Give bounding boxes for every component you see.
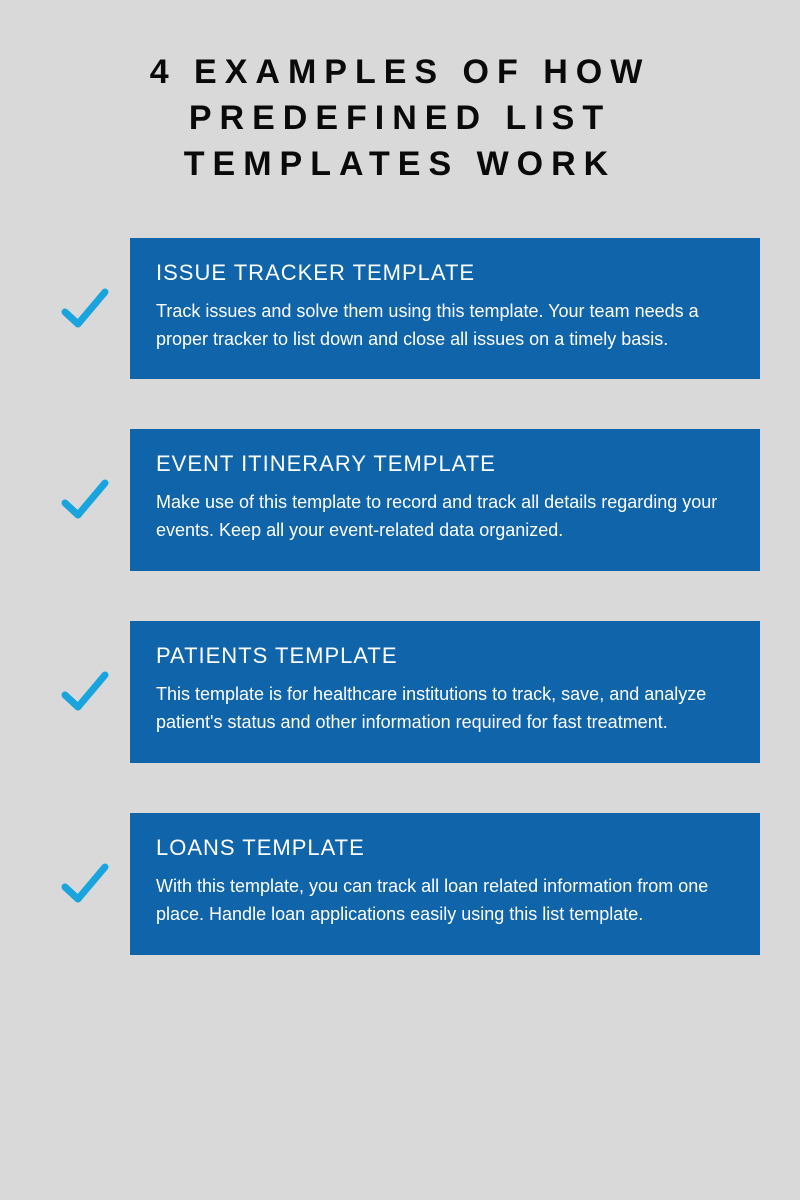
check-icon	[60, 284, 110, 334]
card-title: EVENT ITINERARY TEMPLATE	[156, 451, 734, 477]
check-icon	[60, 475, 110, 525]
card-description: Track issues and solve them using this t…	[156, 298, 734, 354]
card-title: ISSUE TRACKER TEMPLATE	[156, 260, 734, 286]
card-title: PATIENTS TEMPLATE	[156, 643, 734, 669]
infographic-container: 4 EXAMPLES OF HOW PREDEFINED LIST TEMPLA…	[0, 0, 800, 995]
check-icon	[60, 859, 110, 909]
card-description: This template is for healthcare institut…	[156, 681, 734, 737]
list-item: ISSUE TRACKER TEMPLATE Track issues and …	[60, 238, 760, 380]
list-item: EVENT ITINERARY TEMPLATE Make use of thi…	[60, 429, 760, 571]
page-title: 4 EXAMPLES OF HOW PREDEFINED LIST TEMPLA…	[40, 50, 760, 188]
items-list: ISSUE TRACKER TEMPLATE Track issues and …	[40, 238, 760, 955]
card-description: With this template, you can track all lo…	[156, 873, 734, 929]
card-description: Make use of this template to record and …	[156, 489, 734, 545]
template-card: ISSUE TRACKER TEMPLATE Track issues and …	[130, 238, 760, 380]
card-title: LOANS TEMPLATE	[156, 835, 734, 861]
list-item: PATIENTS TEMPLATE This template is for h…	[60, 621, 760, 763]
list-item: LOANS TEMPLATE With this template, you c…	[60, 813, 760, 955]
template-card: PATIENTS TEMPLATE This template is for h…	[130, 621, 760, 763]
check-icon	[60, 667, 110, 717]
template-card: EVENT ITINERARY TEMPLATE Make use of thi…	[130, 429, 760, 571]
template-card: LOANS TEMPLATE With this template, you c…	[130, 813, 760, 955]
